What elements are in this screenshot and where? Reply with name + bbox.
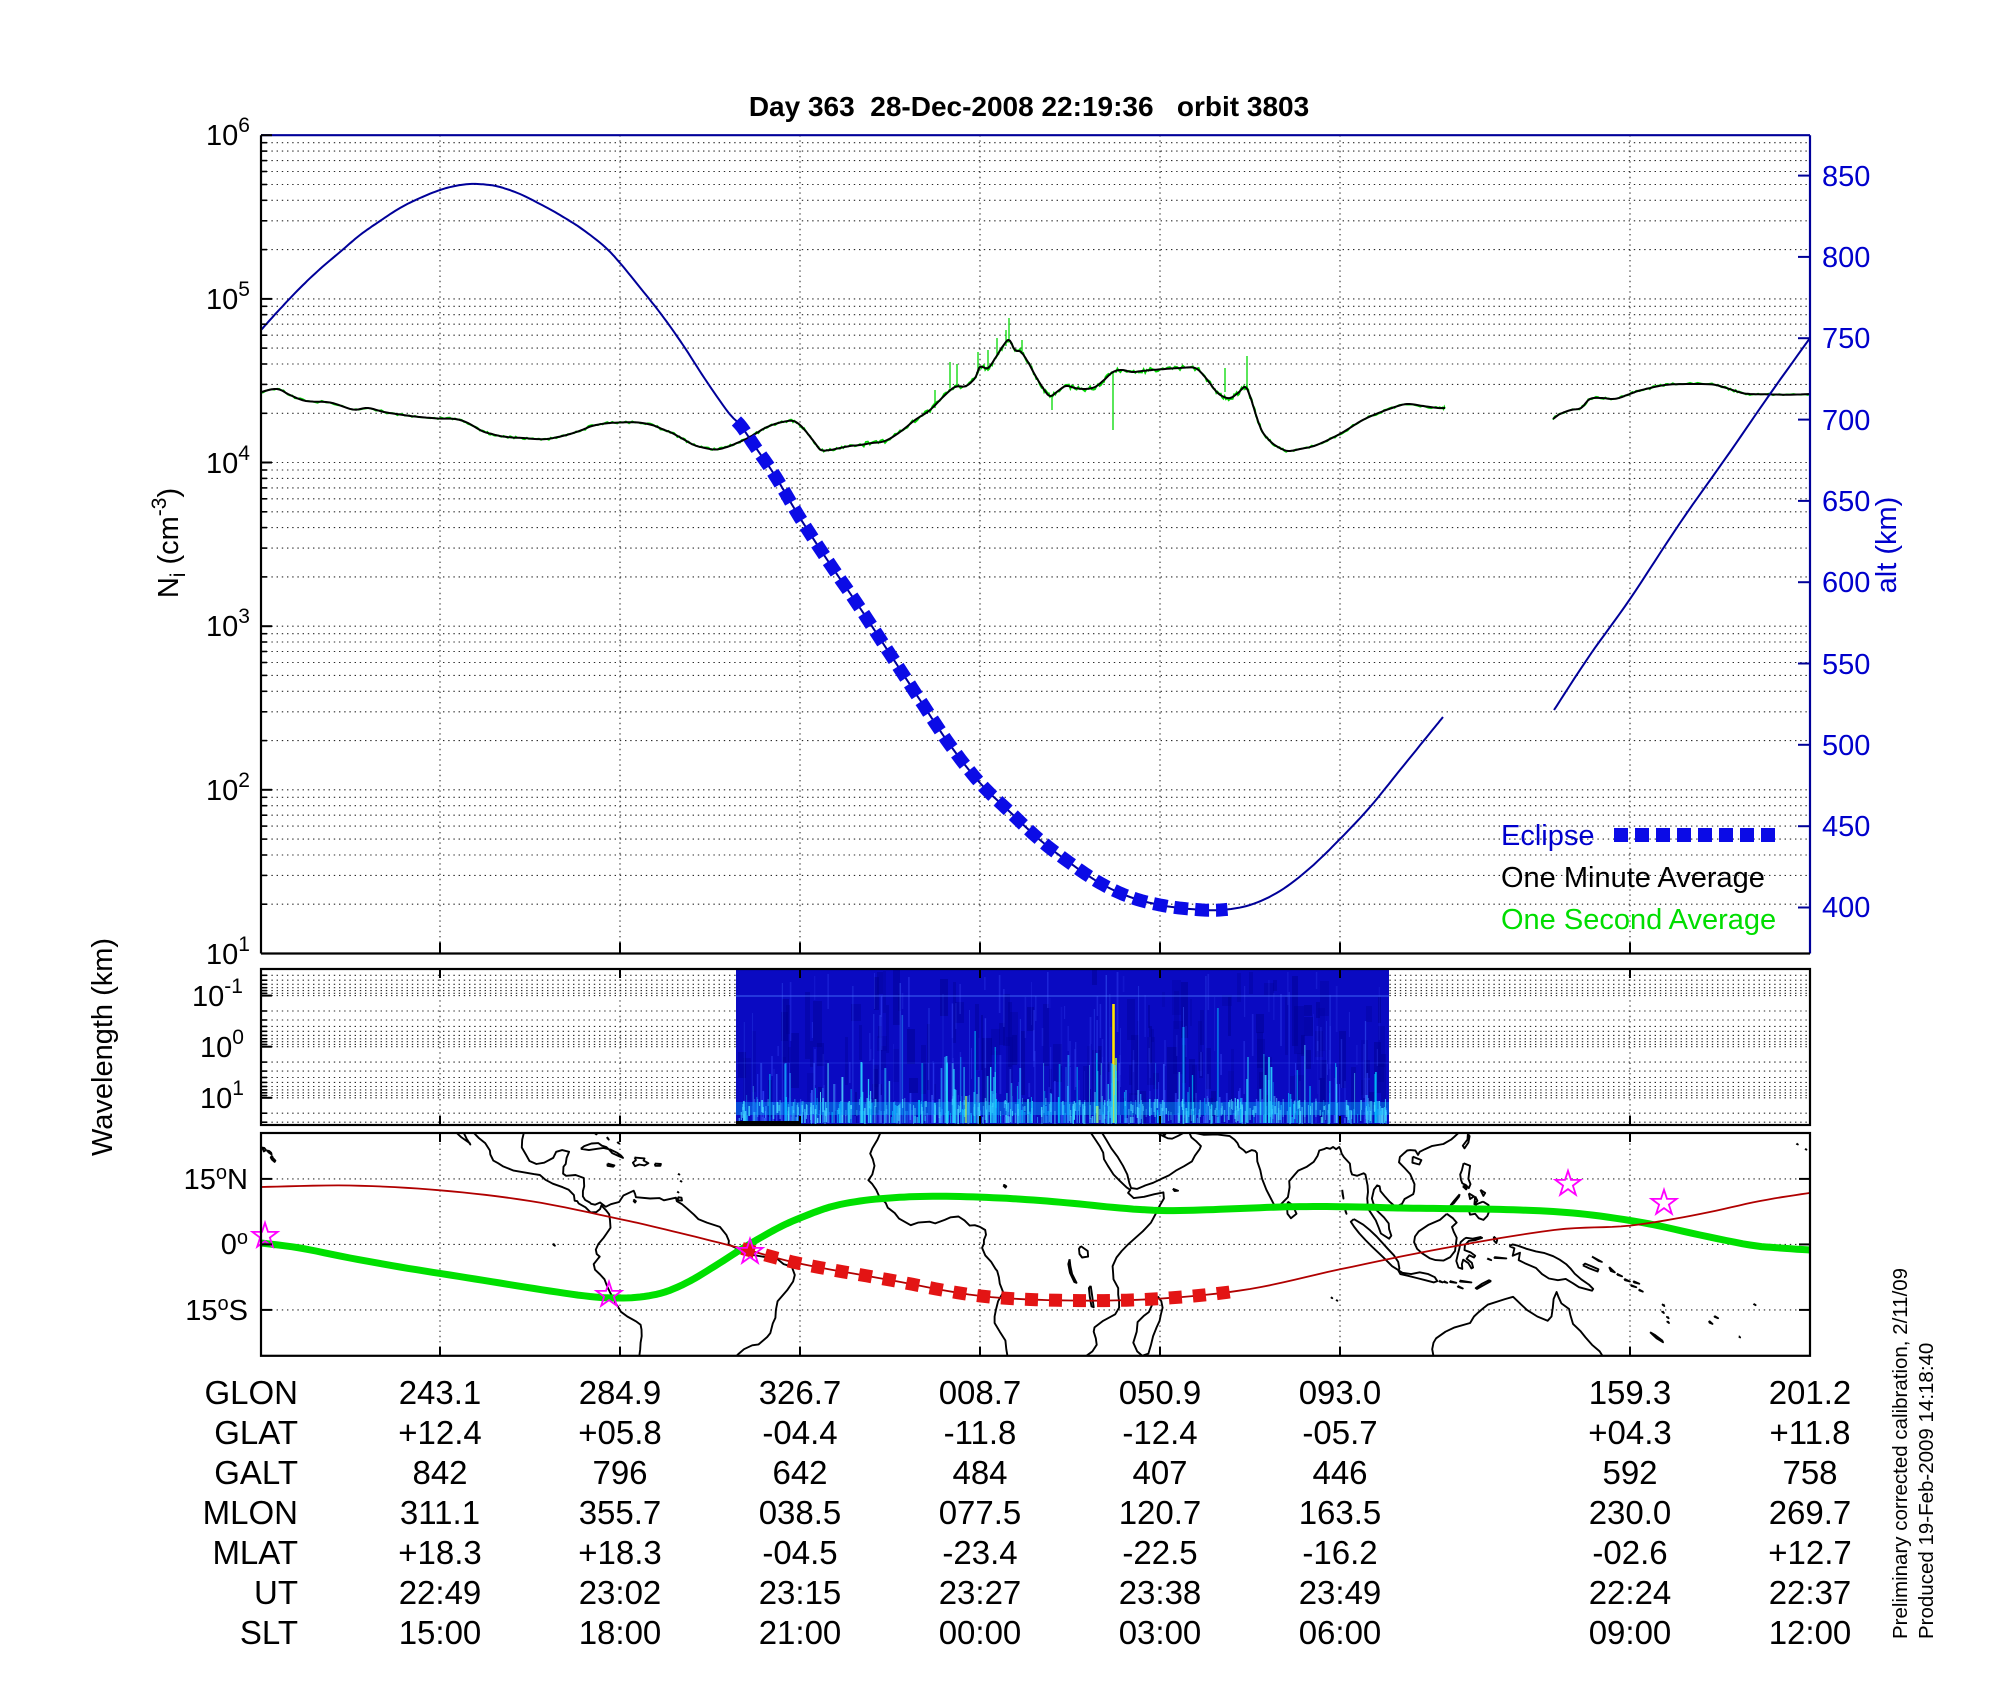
svg-text:050.9: 050.9 [1119, 1374, 1202, 1411]
svg-text:23:27: 23:27 [939, 1574, 1022, 1611]
svg-text:10-1: 10-1 [192, 975, 243, 1013]
svg-text:21:00: 21:00 [759, 1614, 842, 1651]
svg-text:120.7: 120.7 [1119, 1494, 1202, 1531]
svg-text:269.7: 269.7 [1769, 1494, 1852, 1531]
svg-text:06:00: 06:00 [1299, 1614, 1382, 1651]
svg-text:800: 800 [1822, 242, 1870, 274]
svg-text:400: 400 [1822, 892, 1870, 924]
svg-text:642: 642 [772, 1454, 827, 1491]
svg-text:650: 650 [1822, 486, 1870, 518]
svg-text:GALT: GALT [214, 1454, 298, 1491]
svg-text:Day 363 28-Dec-2008 22:19:36: Day 363 28-Dec-2008 22:19:36 orbit 3803 [749, 91, 1309, 122]
svg-text:GLON: GLON [204, 1374, 298, 1411]
svg-text:-16.2: -16.2 [1302, 1534, 1377, 1571]
svg-text:+05.8: +05.8 [578, 1414, 662, 1451]
svg-text:+18.3: +18.3 [578, 1534, 662, 1571]
svg-text:23:49: 23:49 [1299, 1574, 1382, 1611]
svg-text:18:00: 18:00 [579, 1614, 662, 1651]
svg-text:One Second Average: One Second Average [1501, 904, 1776, 936]
svg-text:600: 600 [1822, 567, 1870, 599]
svg-text:484: 484 [952, 1454, 1007, 1491]
svg-text:Produced 19-Feb-2009 14:18:40: Produced 19-Feb-2009 14:18:40 [1915, 1343, 1938, 1639]
svg-text:230.0: 230.0 [1589, 1494, 1672, 1531]
svg-text:15oN: 15oN [184, 1162, 248, 1196]
svg-text:Wavelength (km): Wavelength (km) [87, 938, 119, 1156]
svg-text:008.7: 008.7 [939, 1374, 1022, 1411]
svg-text:355.7: 355.7 [579, 1494, 662, 1531]
svg-text:243.1: 243.1 [399, 1374, 482, 1411]
svg-text:UT: UT [254, 1574, 298, 1611]
svg-text:0o: 0o [221, 1227, 248, 1261]
svg-text:22:24: 22:24 [1589, 1574, 1672, 1611]
svg-text:23:15: 23:15 [759, 1574, 842, 1611]
svg-text:12:00: 12:00 [1769, 1614, 1852, 1651]
svg-text:-04.5: -04.5 [762, 1534, 837, 1571]
svg-text:23:02: 23:02 [579, 1574, 662, 1611]
svg-text:+18.3: +18.3 [398, 1534, 482, 1571]
svg-text:Preliminary corrected calibrat: Preliminary corrected calibration, 2/11/… [1889, 1268, 1912, 1639]
svg-text:15oS: 15oS [185, 1293, 248, 1327]
svg-text:+11.8: +11.8 [1769, 1414, 1850, 1451]
svg-text:23:38: 23:38 [1119, 1574, 1202, 1611]
svg-text:311.1: 311.1 [400, 1494, 480, 1531]
svg-text:500: 500 [1822, 730, 1870, 762]
svg-text:GLAT: GLAT [214, 1414, 298, 1451]
svg-text:284.9: 284.9 [579, 1374, 662, 1411]
svg-text:03:00: 03:00 [1119, 1614, 1202, 1651]
svg-text:22:37: 22:37 [1769, 1574, 1852, 1611]
svg-text:842: 842 [412, 1454, 467, 1491]
svg-text:-02.6: -02.6 [1592, 1534, 1667, 1571]
svg-text:201.2: 201.2 [1769, 1374, 1852, 1411]
svg-text:077.5: 077.5 [939, 1494, 1022, 1531]
svg-text:00:00: 00:00 [939, 1614, 1022, 1651]
svg-text:09:00: 09:00 [1589, 1614, 1672, 1651]
svg-text:15:00: 15:00 [399, 1614, 482, 1651]
svg-text:163.5: 163.5 [1299, 1494, 1382, 1531]
svg-text:MLAT: MLAT [212, 1534, 298, 1571]
svg-text:alt (km): alt (km) [1871, 497, 1903, 594]
svg-text:MLON: MLON [203, 1494, 298, 1531]
svg-text:-05.7: -05.7 [1302, 1414, 1377, 1451]
svg-text:+12.4: +12.4 [398, 1414, 482, 1451]
svg-text:-23.4: -23.4 [942, 1534, 1017, 1571]
svg-text:450: 450 [1822, 811, 1870, 843]
svg-text:-12.4: -12.4 [1122, 1414, 1197, 1451]
svg-text:093.0: 093.0 [1299, 1374, 1382, 1411]
svg-text:592: 592 [1602, 1454, 1657, 1491]
svg-text:159.3: 159.3 [1589, 1374, 1672, 1411]
svg-text:550: 550 [1822, 649, 1870, 681]
svg-text:+04.3: +04.3 [1588, 1414, 1672, 1451]
svg-text:22:49: 22:49 [399, 1574, 482, 1611]
svg-text:SLT: SLT [240, 1614, 298, 1651]
svg-text:700: 700 [1822, 405, 1870, 437]
svg-text:One Minute Average: One Minute Average [1501, 862, 1765, 894]
svg-text:796: 796 [592, 1454, 647, 1491]
svg-text:326.7: 326.7 [759, 1374, 842, 1411]
svg-text:758: 758 [1782, 1454, 1837, 1491]
svg-text:038.5: 038.5 [759, 1494, 842, 1531]
svg-text:Eclipse: Eclipse [1501, 820, 1595, 852]
svg-text:-11.8: -11.8 [944, 1414, 1017, 1451]
svg-text:-22.5: -22.5 [1122, 1534, 1197, 1571]
svg-text:-04.4: -04.4 [762, 1414, 837, 1451]
svg-text:+12.7: +12.7 [1768, 1534, 1852, 1571]
svg-text:407: 407 [1132, 1454, 1187, 1491]
svg-text:446: 446 [1312, 1454, 1367, 1491]
svg-text:850: 850 [1822, 161, 1870, 193]
svg-text:750: 750 [1822, 323, 1870, 355]
